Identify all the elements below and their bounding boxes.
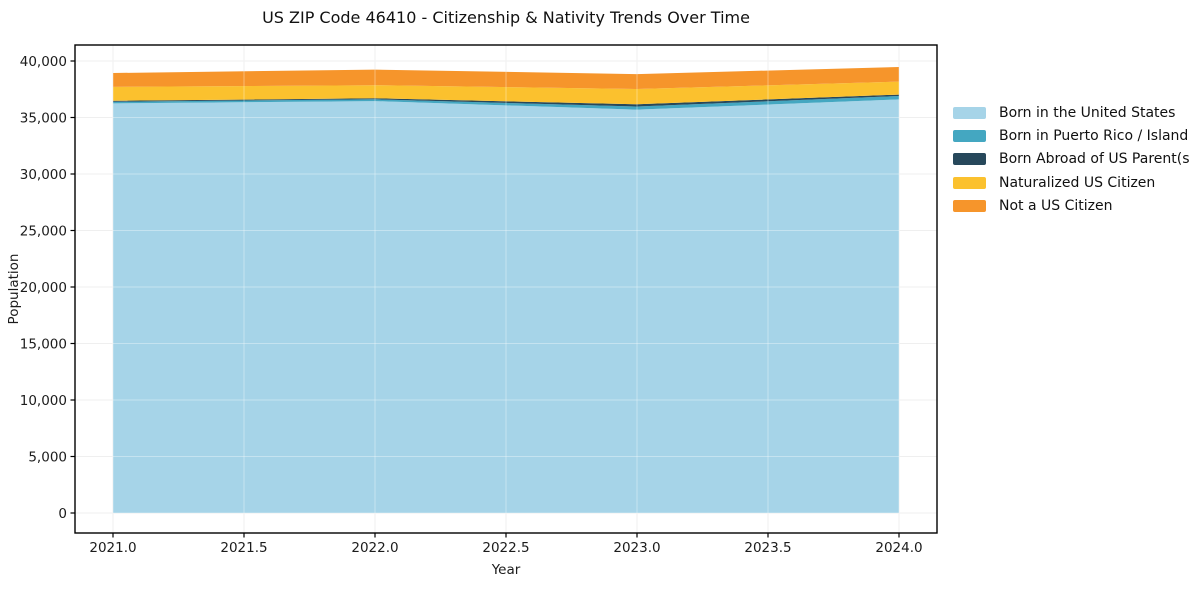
x-tick-label: 2022.5 <box>482 540 529 556</box>
legend-label: Naturalized US Citizen <box>999 174 1156 191</box>
legend-item: Naturalized US Citizen <box>953 171 1189 194</box>
area-naturalized-us-citizen <box>113 81 899 105</box>
legend-label: Not a US Citizen <box>999 197 1113 214</box>
legend-swatch-born-us <box>953 106 986 119</box>
legend-swatch-naturalized <box>953 176 986 189</box>
x-tick-label: 2021.5 <box>220 540 267 556</box>
x-tick-label: 2023.0 <box>613 540 660 556</box>
legend-item: Not a US Citizen <box>953 194 1189 217</box>
x-tick-label: 2023.5 <box>744 540 791 556</box>
legend-swatch-puerto-rico <box>953 129 986 142</box>
x-tick-label: 2021.0 <box>89 540 136 556</box>
y-tick-label: 30,000 <box>20 167 67 183</box>
y-tick-label: 0 <box>58 506 67 522</box>
legend-item: Born in the United States <box>953 101 1189 124</box>
area-born-in-puerto-rico-islands <box>113 96 899 110</box>
y-tick-label: 25,000 <box>20 223 67 239</box>
y-tick-label: 5,000 <box>28 449 67 465</box>
legend-swatch-born-abroad <box>953 153 986 166</box>
legend-item: Born Abroad of US Parent(s) <box>953 148 1189 171</box>
legend-swatch-not-citizen <box>953 199 986 212</box>
x-tick-label: 2022.0 <box>351 540 398 556</box>
legend-item: Born in Puerto Rico / Islands <box>953 124 1189 147</box>
y-tick-label: 15,000 <box>20 336 67 352</box>
legend-label: Born Abroad of US Parent(s) <box>999 151 1189 168</box>
y-tick-label: 10,000 <box>20 393 67 409</box>
area-not-a-us-citizen <box>113 67 899 89</box>
legend: Born in the United States Born in Puerto… <box>953 101 1189 217</box>
chart-title: US ZIP Code 46410 - Citizenship & Nativi… <box>262 8 750 27</box>
y-tick-label: 35,000 <box>20 110 67 126</box>
legend-label: Born in Puerto Rico / Islands <box>999 127 1189 144</box>
y-axis-label: Population <box>6 253 22 325</box>
area-born-in-the-united-states <box>113 99 899 514</box>
y-tick-label: 20,000 <box>20 280 67 296</box>
area-born-abroad-of-us-parent-s <box>113 94 899 107</box>
x-axis-label: Year <box>491 562 521 578</box>
x-tick-label: 2024.0 <box>875 540 922 556</box>
legend-label: Born in the United States <box>999 104 1176 121</box>
y-tick-label: 40,000 <box>20 54 67 70</box>
